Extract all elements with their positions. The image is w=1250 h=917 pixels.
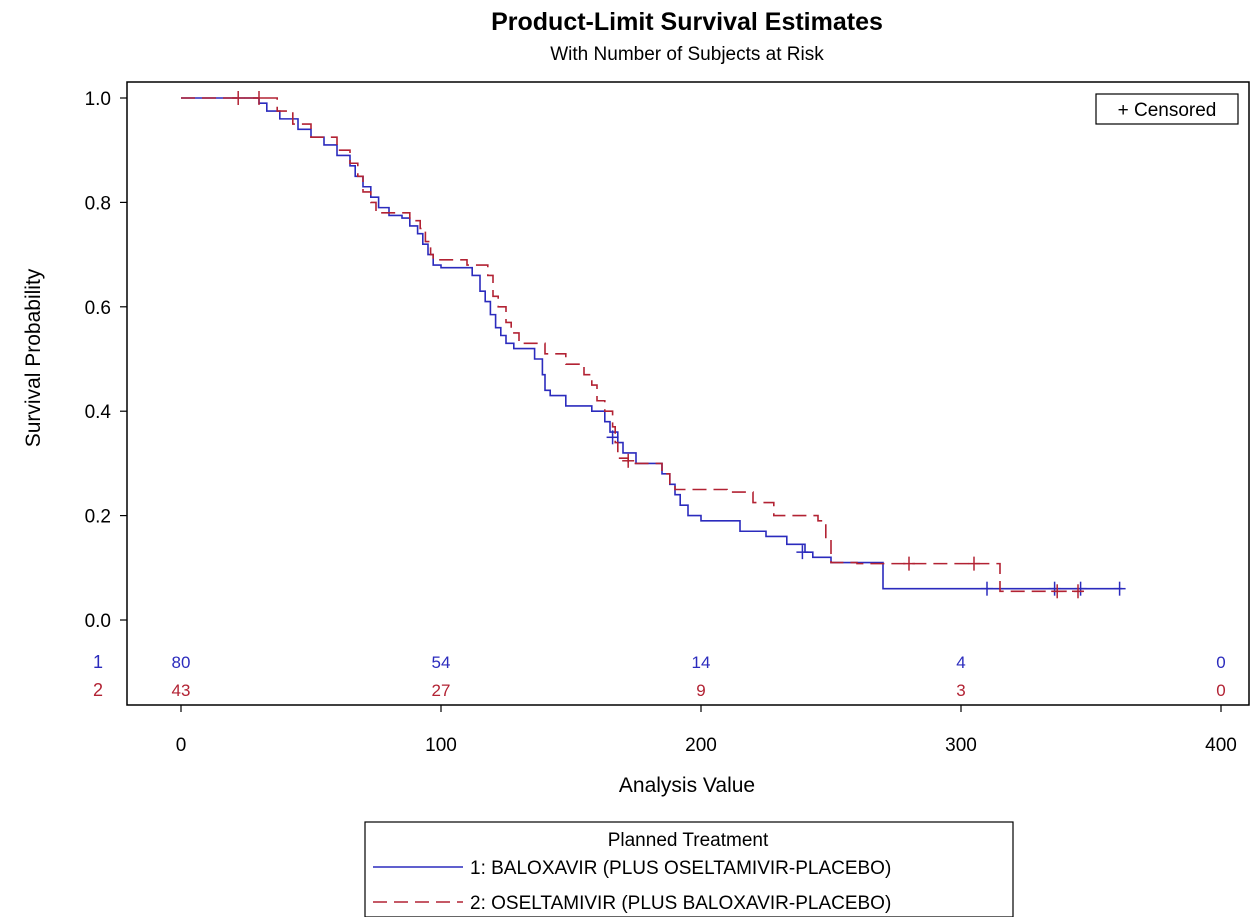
at-risk-count: 27 <box>432 681 451 700</box>
x-axis-label: Analysis Value <box>619 774 755 797</box>
y-axis-label: Survival Probability <box>22 268 45 447</box>
at-risk-count: 0 <box>1216 653 1225 672</box>
plot-frame <box>126 81 1250 706</box>
x-tick-label: 300 <box>945 735 977 756</box>
y-tick-label: 0.6 <box>85 298 111 319</box>
censored-legend-label: + Censored <box>1118 100 1217 121</box>
at-risk-row-label: 2 <box>93 680 103 700</box>
y-tick-label: 0.2 <box>85 507 111 528</box>
at-risk-count: 4 <box>956 653 965 672</box>
at-risk-count: 80 <box>172 653 191 672</box>
chart-subtitle: With Number of Subjects at Risk <box>550 44 824 65</box>
survival-curves <box>181 97 1123 593</box>
x-tick-label: 100 <box>425 735 457 756</box>
y-tick-label: 0.8 <box>85 193 111 214</box>
censor-mark-series-1 <box>796 545 809 560</box>
x-tick-label: 0 <box>176 735 187 756</box>
survival-curve-series-1 <box>181 97 1123 590</box>
at-risk-row-label: 1 <box>93 652 103 672</box>
censor-mark-series-2 <box>1051 584 1064 599</box>
at-risk-count: 14 <box>692 653 711 672</box>
censor-mark-series-2 <box>253 91 265 105</box>
legend: Planned Treatment 1: BALOXAVIR (PLUS OSE… <box>364 821 1014 917</box>
censor-mark-series-1 <box>1074 581 1087 596</box>
at-risk-count: 0 <box>1216 681 1225 700</box>
y-tick-label: 0.4 <box>85 402 112 423</box>
censored-legend-box <box>1095 93 1239 125</box>
legend-label-series-1: 1: BALOXAVIR (PLUS OSELTAMIVIR-PLACEBO) <box>470 858 891 879</box>
censor-mark-series-1 <box>1113 581 1126 596</box>
at-risk-table: 1 80 54 14 4 0 2 43 27 9 3 0 <box>93 652 1226 700</box>
y-tick-label: 0.0 <box>85 611 111 632</box>
axis-ticks: 0.00.20.40.60.81.00 100 200 300 400 <box>85 89 1237 756</box>
censor-mark-series-2 <box>232 91 245 105</box>
legend-box <box>364 821 1014 917</box>
censor-mark-series-2 <box>622 453 635 468</box>
censor-mark-series-2 <box>1072 584 1084 599</box>
censor-mark-series-2 <box>968 556 980 571</box>
censor-mark-series-1 <box>606 430 619 445</box>
y-tick-label: 1.0 <box>85 89 111 110</box>
legend-title: Planned Treatment <box>608 830 769 851</box>
censor-mark-series-1 <box>981 581 993 596</box>
at-risk-count: 9 <box>696 681 705 700</box>
x-tick-label: 200 <box>685 735 717 756</box>
legend-label-series-2: 2: OSELTAMIVIR (PLUS BALOXAVIR-PLACEBO) <box>470 893 891 914</box>
censor-mark-series-2 <box>903 556 915 571</box>
x-tick-label: 400 <box>1205 735 1237 756</box>
chart-title: Product-Limit Survival Estimates <box>491 8 883 36</box>
censor-marks <box>232 91 1126 599</box>
censor-mark-series-1 <box>1048 581 1061 596</box>
at-risk-count: 54 <box>432 653 451 672</box>
survival-curve-series-2 <box>181 97 1084 593</box>
at-risk-count: 3 <box>956 681 965 700</box>
at-risk-count: 43 <box>172 681 191 700</box>
